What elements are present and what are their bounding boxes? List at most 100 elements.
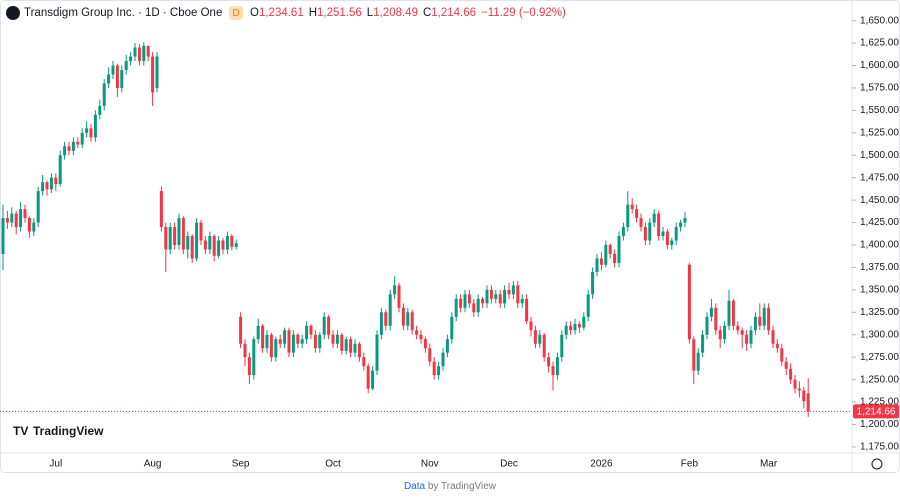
candle-body (749, 330, 753, 344)
candle-body (661, 231, 665, 237)
candle-body (397, 285, 401, 308)
candle-body (54, 177, 58, 184)
candle-body (225, 236, 229, 250)
candle-body (32, 222, 36, 232)
change: −11.29 (−0.92%) (481, 7, 566, 19)
candle-body (758, 316, 762, 326)
candle-body (335, 334, 339, 344)
candle-body (555, 357, 559, 376)
ohlc-value: 1,214.66 (431, 7, 476, 19)
candle-body (203, 240, 207, 250)
candle-body (76, 141, 80, 145)
candle-body (353, 343, 357, 353)
y-tick-label: 1,625.00 (860, 38, 899, 49)
candle-body (217, 240, 221, 256)
candle-body (89, 128, 93, 138)
candle-body (643, 227, 647, 241)
candle-body (670, 240, 674, 245)
y-tick-label: 1,350.00 (860, 285, 899, 296)
ohlc-value: 1,234.61 (259, 7, 304, 19)
candle-body (199, 222, 203, 241)
candle-body (705, 316, 709, 335)
candle-body (520, 298, 524, 304)
candle-body (723, 325, 727, 340)
footer-link[interactable]: Data (404, 481, 426, 492)
candle-body (432, 361, 436, 376)
x-tick-label: 2026 (590, 459, 613, 470)
candle-body (14, 213, 18, 228)
ohlc-key: H (309, 7, 317, 19)
y-tick-label: 1,475.00 (860, 172, 899, 183)
logo-text: TradingView (33, 424, 104, 438)
badge: D (232, 8, 239, 19)
candle-body (133, 47, 137, 57)
candle-body (221, 240, 225, 250)
candle-body (626, 204, 630, 228)
y-tick-label: 1,425.00 (860, 217, 899, 228)
symbol-icon (6, 6, 20, 20)
candle-body (168, 227, 172, 250)
candle-body (256, 325, 260, 340)
candle-body (472, 303, 476, 313)
settings-icon[interactable] (871, 458, 883, 470)
candle-body (595, 258, 599, 272)
candle-body (93, 114, 97, 138)
y-tick-label: 1,650.00 (860, 15, 899, 26)
candle-body (415, 330, 419, 335)
candle-body (762, 307, 766, 326)
candle-body (525, 298, 529, 322)
chart-frame (0, 0, 900, 473)
candle-body (683, 218, 687, 223)
y-tick-label: 1,400.00 (860, 240, 899, 251)
candle-body (362, 357, 366, 367)
candle-body (551, 366, 555, 376)
badge-bg (229, 6, 243, 20)
tradingview-logo[interactable]: TV TradingView (8, 421, 104, 443)
candle-body (1, 218, 5, 254)
candle-body (67, 146, 71, 151)
candle-body (780, 348, 784, 362)
x-tick-label: Dec (500, 459, 518, 470)
y-tick-label: 1,250.00 (860, 374, 899, 385)
candle-body (538, 334, 542, 344)
candle-body (115, 65, 119, 88)
x-tick-label: Mar (760, 459, 778, 470)
candle-body (775, 343, 779, 349)
candle-body (212, 236, 216, 256)
x-tick-label: Sep (232, 459, 250, 470)
candle-body (384, 312, 388, 326)
candle-body (58, 155, 62, 184)
candle-body (80, 132, 84, 145)
candle-body (265, 334, 269, 349)
candle-body (195, 222, 199, 259)
candle-body (283, 330, 287, 344)
candle-body (617, 236, 621, 263)
candle-body (652, 213, 656, 223)
candle-body (181, 218, 185, 250)
candle-body (71, 141, 75, 151)
candle-body (793, 379, 797, 389)
candle-body (503, 289, 507, 304)
candle-body (621, 227, 625, 237)
ohlc-value: 1,208.49 (373, 7, 418, 19)
candle-body (696, 352, 700, 371)
candle-body (287, 330, 291, 353)
candle-body (410, 312, 414, 331)
candle-body (648, 222, 652, 241)
candle-body (560, 334, 564, 358)
candle-body (498, 294, 502, 304)
x-tick-label: Oct (325, 459, 341, 470)
candle-body (753, 316, 757, 331)
y-tick-label: 1,375.00 (860, 262, 899, 273)
y-tick-label: 1,525.00 (860, 127, 899, 138)
candle-body (120, 70, 124, 88)
candle-body (331, 334, 335, 344)
candle-body (261, 325, 265, 349)
candle-body (278, 339, 282, 344)
candle-body (507, 289, 511, 295)
symbol-title: Transdigm Group Inc. · 1D · Cboe One (24, 7, 222, 19)
logo-icon: TV (13, 424, 28, 438)
footer: Data by TradingView (404, 481, 497, 492)
candle-body (485, 289, 489, 304)
x-tick-label: Aug (144, 459, 162, 470)
